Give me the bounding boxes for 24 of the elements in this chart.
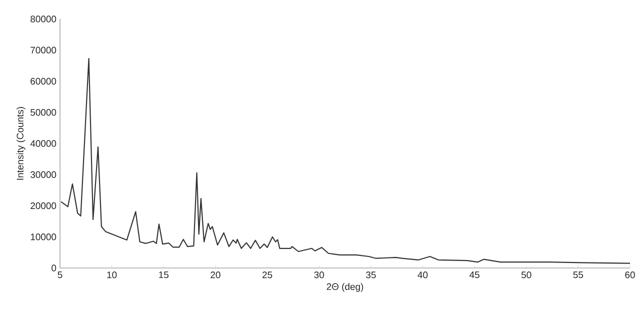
- y-tick-label: 40000: [30, 140, 56, 147]
- x-tick-label: 25: [262, 272, 272, 278]
- y-tick-label: 60000: [30, 78, 56, 85]
- x-tick-label: 50: [521, 272, 532, 278]
- x-tick-label: 60: [625, 272, 635, 278]
- x-tick-label: 45: [470, 272, 480, 278]
- x-tick-label: 35: [366, 272, 376, 278]
- y-tick-label: 70000: [30, 46, 56, 54]
- y-tick-label: 20000: [30, 202, 56, 210]
- y-tick-label: 80000: [30, 16, 56, 22]
- x-tick-label: 5: [58, 272, 62, 278]
- x-tick-label: 55: [573, 272, 584, 278]
- x-tick-label: 15: [159, 272, 169, 278]
- x-axis-title: 2Θ (deg): [326, 283, 364, 292]
- x-tick-label: 20: [210, 272, 220, 278]
- y-tick-label: 10000: [30, 234, 56, 240]
- y-tick-label: 50000: [30, 109, 56, 116]
- line-series: [60, 58, 631, 264]
- x-tick-label: 30: [314, 272, 324, 278]
- y-tick-label: 30000: [30, 171, 56, 178]
- y-axis-title: Intensity (Counts): [16, 107, 26, 180]
- x-tick-label: 40: [418, 272, 428, 278]
- x-tick-label: 10: [107, 272, 117, 278]
- y-tick-label: 0: [52, 264, 56, 272]
